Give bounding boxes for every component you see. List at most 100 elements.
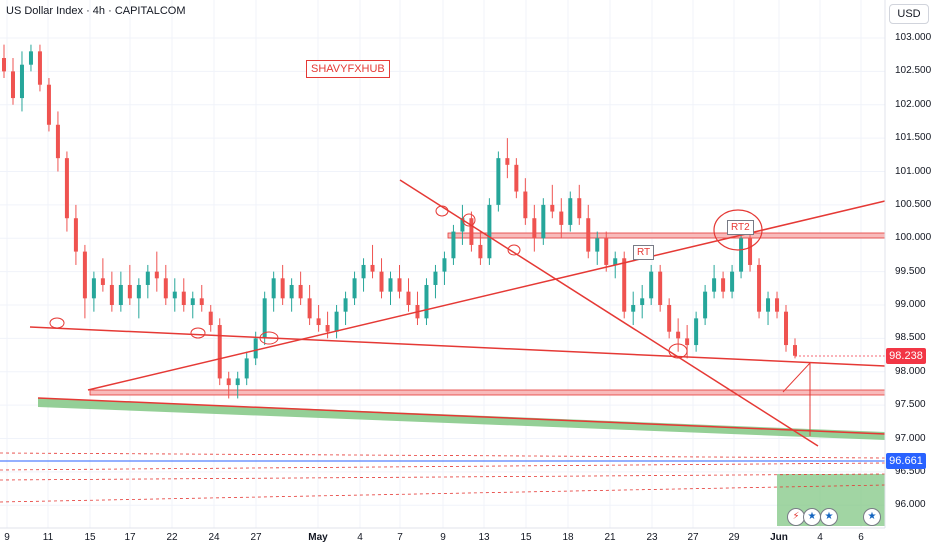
candle-body	[379, 271, 384, 292]
candle-body	[172, 291, 177, 299]
current-price-tag: 98.238	[886, 348, 926, 364]
candle-body	[280, 278, 285, 299]
candle-body	[55, 124, 60, 159]
candle-body	[10, 71, 15, 99]
line-price-tag: 96.661	[886, 453, 926, 469]
x-tick-label: 18	[562, 532, 574, 543]
candle-body	[568, 198, 573, 225]
candle-body	[316, 318, 321, 326]
x-tick-label: 6	[858, 532, 864, 543]
candle-body	[28, 51, 33, 65]
x-tick-label: 9	[4, 532, 10, 543]
candle-body	[442, 258, 447, 272]
y-tick-label: 98.000	[895, 365, 926, 377]
candle-body	[127, 284, 132, 299]
y-tick-label: 98.500	[895, 332, 926, 344]
candle-body	[766, 298, 771, 312]
candle-body	[370, 264, 375, 272]
x-tick-label: 11	[42, 532, 54, 543]
candle-body	[262, 298, 267, 339]
candle-body	[748, 238, 753, 265]
x-tick-label: 9	[440, 532, 446, 543]
candle-body	[118, 284, 123, 305]
candle-body	[136, 284, 141, 299]
candle-body	[595, 238, 600, 252]
touch-marker	[668, 343, 688, 359]
y-tick-label: 101.500	[895, 132, 932, 144]
y-tick-label: 99.000	[895, 299, 926, 310]
candle-body	[190, 298, 195, 305]
candle-body	[433, 271, 438, 285]
x-tick-label: 22	[166, 532, 178, 543]
trendline-rising	[87, 200, 886, 391]
y-tick-label: 97.000	[895, 432, 926, 444]
x-tick-label: 27	[687, 532, 699, 543]
candle-body	[550, 204, 555, 212]
candle-body	[478, 244, 483, 259]
candle-body	[541, 204, 546, 239]
candle-body	[361, 264, 366, 279]
us-flag-icon[interactable]: ★	[803, 508, 821, 526]
candle-body	[721, 278, 726, 292]
candle-body	[469, 218, 474, 245]
candle-body	[640, 298, 645, 305]
us-flag-icon[interactable]: ★	[863, 508, 881, 526]
candle-body	[343, 298, 348, 312]
candle-body	[757, 264, 762, 312]
watermark-label: SHAVYFXHUB	[306, 60, 390, 78]
candle-body	[100, 278, 105, 285]
x-tick-label: 24	[208, 532, 220, 543]
candle-body	[406, 291, 411, 305]
candle-body	[244, 358, 249, 379]
candle-body	[559, 211, 564, 225]
y-tick-label: 102.000	[895, 98, 932, 110]
candle-body	[514, 164, 519, 192]
candle-body	[532, 218, 537, 239]
y-tick-label: 96.000	[895, 499, 926, 511]
y-tick-label: 103.000	[895, 32, 932, 43]
y-tick-label: 99.500	[895, 265, 926, 277]
touch-marker	[507, 244, 521, 256]
support-zone-97-7	[89, 389, 886, 396]
x-tick-label: 15	[520, 532, 532, 543]
us-flag-icon[interactable]: ★	[820, 508, 838, 526]
candle-body	[73, 218, 78, 252]
candle-body	[775, 298, 780, 312]
candle-body	[793, 345, 797, 356]
candle-body	[730, 271, 735, 292]
candle-body	[631, 305, 636, 312]
candle-body	[577, 198, 582, 219]
candle-body	[109, 284, 114, 305]
rt2-label: RT2	[727, 220, 754, 235]
touch-marker	[435, 205, 449, 217]
rt2-circle	[713, 209, 763, 251]
candle-body	[199, 298, 204, 305]
candle-body	[487, 204, 492, 259]
candle-body	[163, 278, 168, 299]
x-tick-label: 23	[646, 532, 658, 543]
candle-body	[298, 284, 303, 299]
candle-body	[154, 271, 159, 279]
y-tick-label: 96.500	[895, 465, 926, 477]
x-tick-label: 21	[604, 532, 616, 543]
candle-body	[2, 58, 6, 72]
candles	[2, 44, 797, 399]
candle-body	[694, 318, 699, 346]
trendlines	[0, 179, 886, 503]
projection-path	[782, 361, 811, 436]
candle-body	[622, 258, 627, 312]
candle-body	[307, 298, 312, 319]
candle-body	[496, 158, 501, 205]
candle-body	[613, 258, 618, 265]
candle-body	[424, 284, 429, 319]
candle-body	[82, 251, 87, 299]
candle-body	[505, 158, 510, 165]
y-tick-label: 101.000	[895, 165, 932, 177]
candle-body	[676, 331, 681, 339]
candle-body	[64, 158, 69, 219]
candle-body	[289, 284, 294, 299]
candle-body	[226, 378, 231, 386]
currency-button[interactable]: USD	[889, 4, 929, 24]
candle-body	[397, 278, 402, 292]
candle-body	[604, 238, 609, 265]
